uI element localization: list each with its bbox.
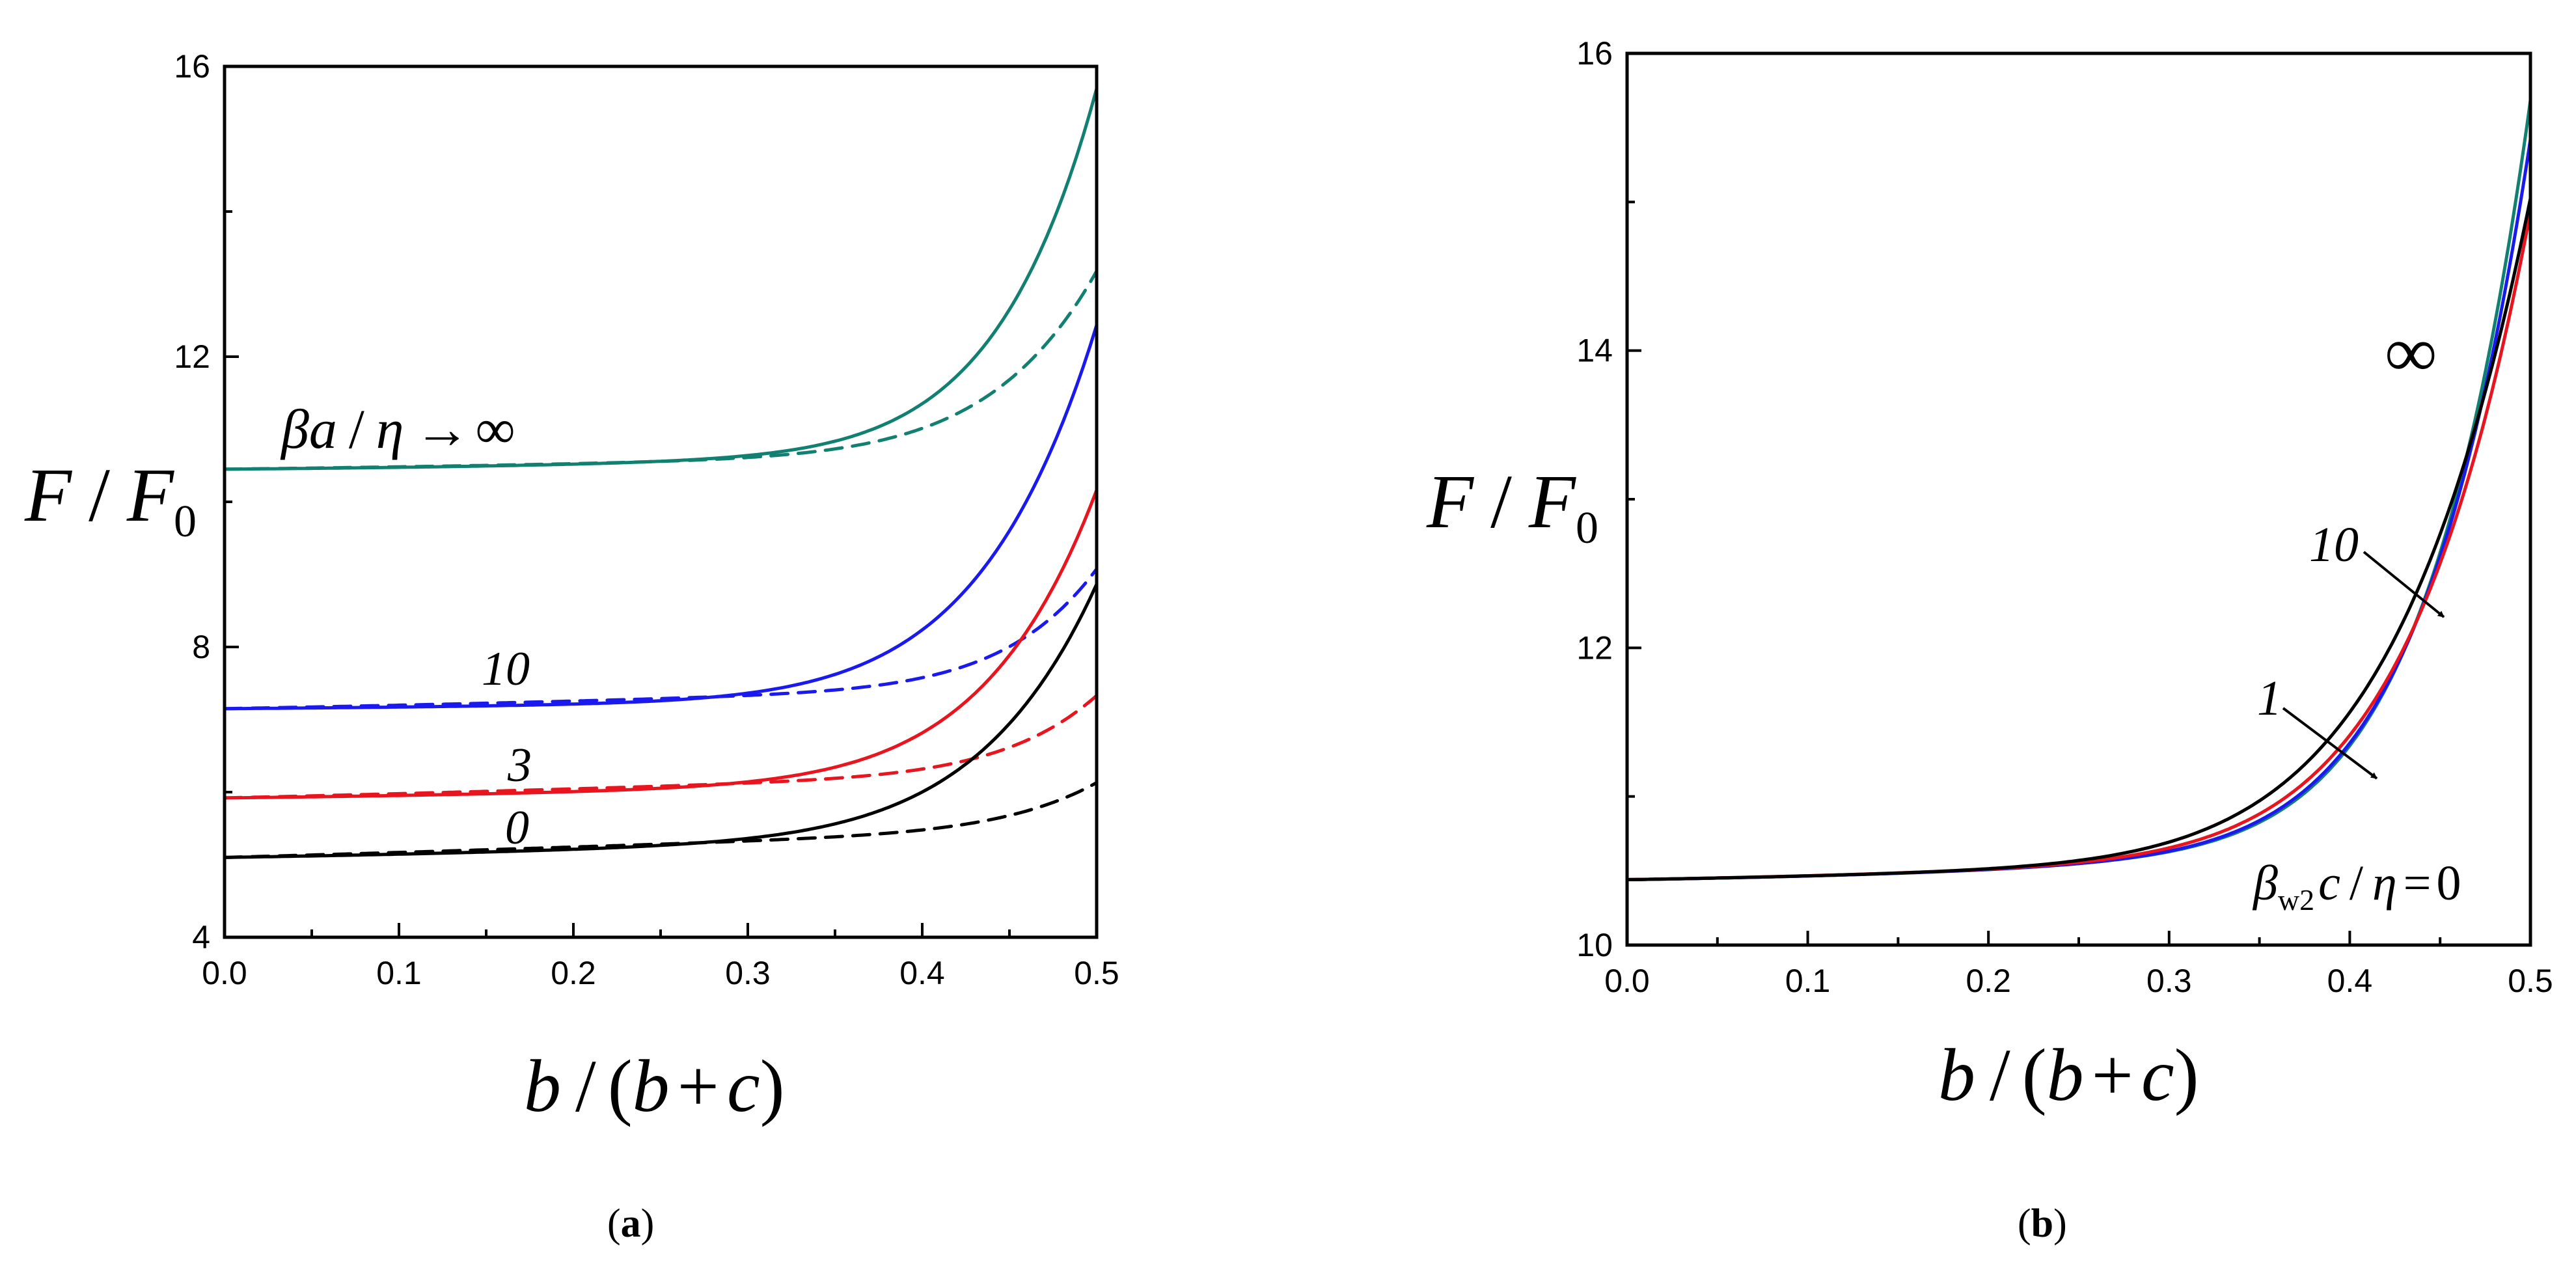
x-tick-label-b-1: 0.1 bbox=[1785, 963, 1831, 999]
x-tick-label-b-2: 0.2 bbox=[1966, 963, 2011, 999]
x-tick-label-a-3: 0.3 bbox=[725, 955, 771, 991]
plot-area-a bbox=[223, 87, 1099, 859]
series-line-b-0 bbox=[1625, 98, 2532, 881]
x-axis-label-a: b / (b + c) bbox=[524, 1045, 785, 1127]
x-tick-label-a-1: 0.1 bbox=[376, 955, 422, 991]
plot-frame-a bbox=[223, 64, 1099, 939]
series-line-a-6 bbox=[223, 583, 1099, 859]
x-tick-label-b-3: 0.3 bbox=[2146, 963, 2192, 999]
arrow-one-b bbox=[2282, 707, 2378, 780]
label-zero-a: 0 bbox=[505, 801, 529, 855]
x-tick-label-a-0: 0.0 bbox=[202, 955, 247, 991]
y-tick-label-b-0: 10 bbox=[1576, 927, 1613, 963]
series-line-b-3 bbox=[1625, 197, 2532, 881]
y-tick-label-a-0: 4 bbox=[192, 919, 210, 955]
label-beta-w2-b: βw2c / η = 0 bbox=[2252, 856, 2461, 916]
x-tick-label-a-5: 0.5 bbox=[1074, 955, 1119, 991]
axis-ticks-b: 0.0 0.1 0.2 0.3 0.4 0.5 10 12 14 16 bbox=[1576, 35, 2553, 999]
caption-b: (b) bbox=[2018, 1202, 2067, 1246]
series-line-a-7 bbox=[223, 781, 1099, 859]
series-line-a-5 bbox=[223, 694, 1099, 800]
x-tick-label-b-4: 0.4 bbox=[2327, 963, 2373, 999]
label-three-a: 3 bbox=[507, 739, 532, 792]
series-line-a-1 bbox=[223, 269, 1099, 471]
y-tick-label-b-1: 12 bbox=[1576, 629, 1613, 666]
series-line-a-3 bbox=[223, 567, 1099, 711]
plot-frame-b bbox=[1625, 51, 2532, 947]
caption-a: (a) bbox=[607, 1202, 654, 1246]
y-tick-label-a-3: 16 bbox=[174, 48, 210, 85]
y-axis-label-a: F / F0 bbox=[24, 452, 197, 547]
label-ten-b: 10 bbox=[2309, 517, 2359, 572]
y-tick-label-b-2: 14 bbox=[1576, 333, 1613, 369]
y-tick-label-a-2: 12 bbox=[174, 338, 210, 375]
x-tick-label-a-2: 0.2 bbox=[551, 955, 596, 991]
series-line-b-1 bbox=[1625, 137, 2532, 881]
y-axis-label-b: F / F0 bbox=[1426, 459, 1598, 553]
label-ten-a: 10 bbox=[482, 642, 530, 696]
chart-panel-a: 0.0 0.1 0.2 0.3 0.4 0.5 4 8 12 16 F / F0 b / (b + c) βa… bbox=[24, 48, 1119, 1246]
y-tick-label-a-1: 8 bbox=[192, 629, 210, 665]
arrow-ten-b bbox=[2363, 551, 2445, 618]
plot-area-b bbox=[1625, 98, 2532, 881]
label-infinity-b: ∞ bbox=[2385, 312, 2436, 392]
x-tick-label-a-4: 0.4 bbox=[899, 955, 945, 991]
label-beta-a-eta-inf: βa / η →∞ bbox=[280, 398, 515, 460]
y-tick-label-b-3: 16 bbox=[1576, 35, 1613, 72]
series-line-a-2 bbox=[223, 323, 1099, 711]
x-tick-label-b-0: 0.0 bbox=[1604, 963, 1650, 999]
x-axis-label-b: b / (b + c) bbox=[1938, 1034, 2199, 1116]
label-one-b: 1 bbox=[2257, 671, 2282, 726]
series-line-a-4 bbox=[223, 488, 1099, 800]
x-tick-label-b-5: 0.5 bbox=[2508, 963, 2553, 999]
axis-ticks-a: 0.0 0.1 0.2 0.3 0.4 0.5 4 8 12 16 bbox=[174, 48, 1119, 991]
